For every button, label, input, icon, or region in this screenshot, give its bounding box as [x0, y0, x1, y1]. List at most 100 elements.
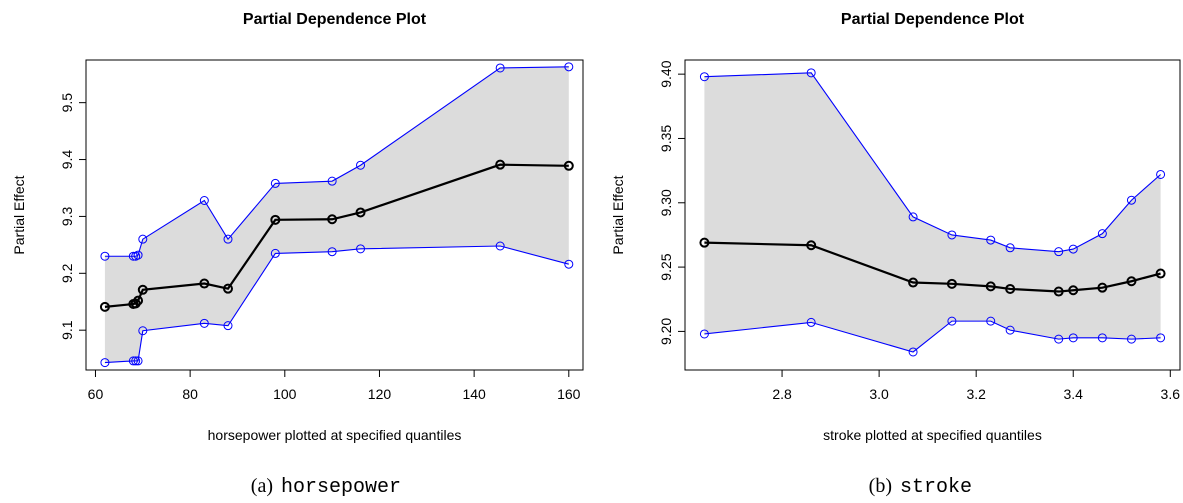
series-point-upper: [1005, 243, 1015, 253]
series-point-upper: [806, 68, 816, 78]
series-point-lower: [699, 329, 709, 339]
series-point-lower: [986, 316, 996, 326]
series-point-lower: [223, 321, 233, 331]
x-tick-label: 2.8: [772, 386, 792, 402]
series-point-estimate: [908, 277, 919, 288]
x-tick-label: 3.0: [869, 386, 889, 402]
series-point-lower: [100, 358, 110, 368]
y-tick-label: 9.1: [59, 320, 75, 340]
panel-stroke: 2.8 3.0 3.2 3.4 3.6 9.20 9.25 9.30 9.35 9.40 Parti…: [610, 11, 1181, 443]
series-point-lower: [1126, 334, 1136, 344]
y-tick-label: 9.35: [658, 125, 674, 152]
series-line-lower: [704, 320, 1161, 353]
series-point-estimate: [699, 237, 710, 248]
y-tick-label: 9.25: [658, 253, 674, 280]
series-point-lower: [327, 247, 337, 257]
confidence-band: [704, 72, 1161, 352]
series-point-lower: [1005, 325, 1015, 335]
series-point-upper: [133, 250, 143, 260]
series-point-lower: [128, 356, 138, 366]
y-tick-label: 9.20: [658, 318, 674, 345]
caption-b: (b) stroke: [869, 475, 972, 499]
panel-horsepower: 60 80 100 120 140 160 9.1 9.2 9.3 9.4 9.5 Partial D…: [11, 11, 584, 443]
x-axis-label: stroke plotted at specified quantiles: [823, 427, 1042, 443]
series-point-upper: [495, 63, 505, 73]
series-point-lower: [199, 318, 209, 328]
series-point-estimate: [1053, 286, 1064, 297]
series-point-upper: [908, 212, 918, 222]
x-tick-label: 140: [462, 386, 486, 402]
series-point-lower: [1054, 334, 1064, 344]
series-point-upper: [947, 230, 957, 240]
series-point-upper: [138, 234, 148, 244]
y-axis-label: Partial Effect: [11, 175, 27, 254]
x-tick-label: 160: [557, 386, 581, 402]
y-tick-label: 9.5: [59, 93, 75, 113]
series-point-lower: [133, 356, 143, 366]
caption-a: (a) horsepower: [251, 475, 401, 499]
series-point-estimate: [806, 240, 817, 251]
series-point-lower: [908, 347, 918, 357]
series-point-upper: [1068, 244, 1078, 254]
series-line-upper: [104, 66, 569, 257]
x-tick-label: 100: [273, 386, 297, 402]
x-tick-label: 120: [368, 386, 392, 402]
series-point-lower: [564, 259, 574, 269]
y-tick-label: 9.4: [59, 150, 75, 170]
series-point-estimate: [223, 283, 233, 294]
series-point-upper: [199, 195, 209, 205]
series-point-estimate: [563, 160, 574, 171]
series-point-estimate: [1068, 285, 1079, 296]
series-point-upper: [356, 160, 366, 170]
x-tick-label: 80: [182, 386, 198, 402]
y-tick-label: 9.40: [658, 60, 674, 87]
y-tick-label: 9.2: [59, 263, 75, 283]
x-tick-label: 60: [88, 386, 104, 402]
series-point-upper: [1126, 195, 1136, 205]
caption-b-variable: stroke: [900, 476, 972, 499]
series-point-upper: [327, 176, 337, 186]
series-point-estimate: [495, 159, 506, 170]
caption-b-label: (b): [869, 475, 892, 497]
x-tick-label: 3.4: [1064, 386, 1084, 402]
series-point-lower: [138, 326, 148, 336]
series-point-lower: [806, 317, 816, 327]
series-point-lower: [1068, 333, 1078, 343]
caption-a-label: (a): [251, 475, 273, 497]
plot-frame: [684, 59, 1181, 371]
series-point-upper: [1156, 169, 1166, 179]
series-line-lower: [104, 245, 569, 364]
series-point-estimate: [1005, 283, 1016, 294]
series-point-estimate: [946, 278, 957, 289]
series-point-estimate: [327, 214, 338, 225]
series-point-estimate: [985, 281, 996, 292]
series-line-estimate: [704, 241, 1161, 293]
x-tick-label: 3.2: [966, 386, 986, 402]
x-axis-label: horsepower plotted at specified quantile…: [208, 427, 462, 443]
series-point-estimate: [137, 284, 148, 295]
series-point-upper: [699, 72, 709, 82]
series-point-estimate: [355, 207, 366, 218]
series-point-upper: [270, 178, 280, 188]
chart-title: Partial Dependence Plot: [243, 11, 427, 28]
x-tick-label: 3.6: [1161, 386, 1181, 402]
series-point-upper: [128, 251, 138, 261]
confidence-band: [104, 66, 569, 363]
plot-frame: [85, 59, 584, 371]
series-point-estimate: [199, 278, 210, 289]
series-point-upper: [223, 234, 233, 244]
series-point-estimate: [99, 301, 110, 312]
series-point-lower: [1097, 333, 1107, 343]
series-point-upper: [564, 62, 574, 72]
series-point-upper: [1054, 247, 1064, 257]
series-point-lower: [947, 316, 957, 326]
series-point-upper: [1097, 229, 1107, 239]
series-point-estimate: [133, 295, 144, 306]
series-point-upper: [100, 251, 110, 261]
series-point-lower: [270, 248, 280, 258]
chart-title: Partial Dependence Plot: [841, 11, 1025, 28]
series-point-estimate: [1155, 268, 1166, 279]
series-line-upper: [704, 72, 1161, 253]
series-point-lower: [356, 244, 366, 254]
